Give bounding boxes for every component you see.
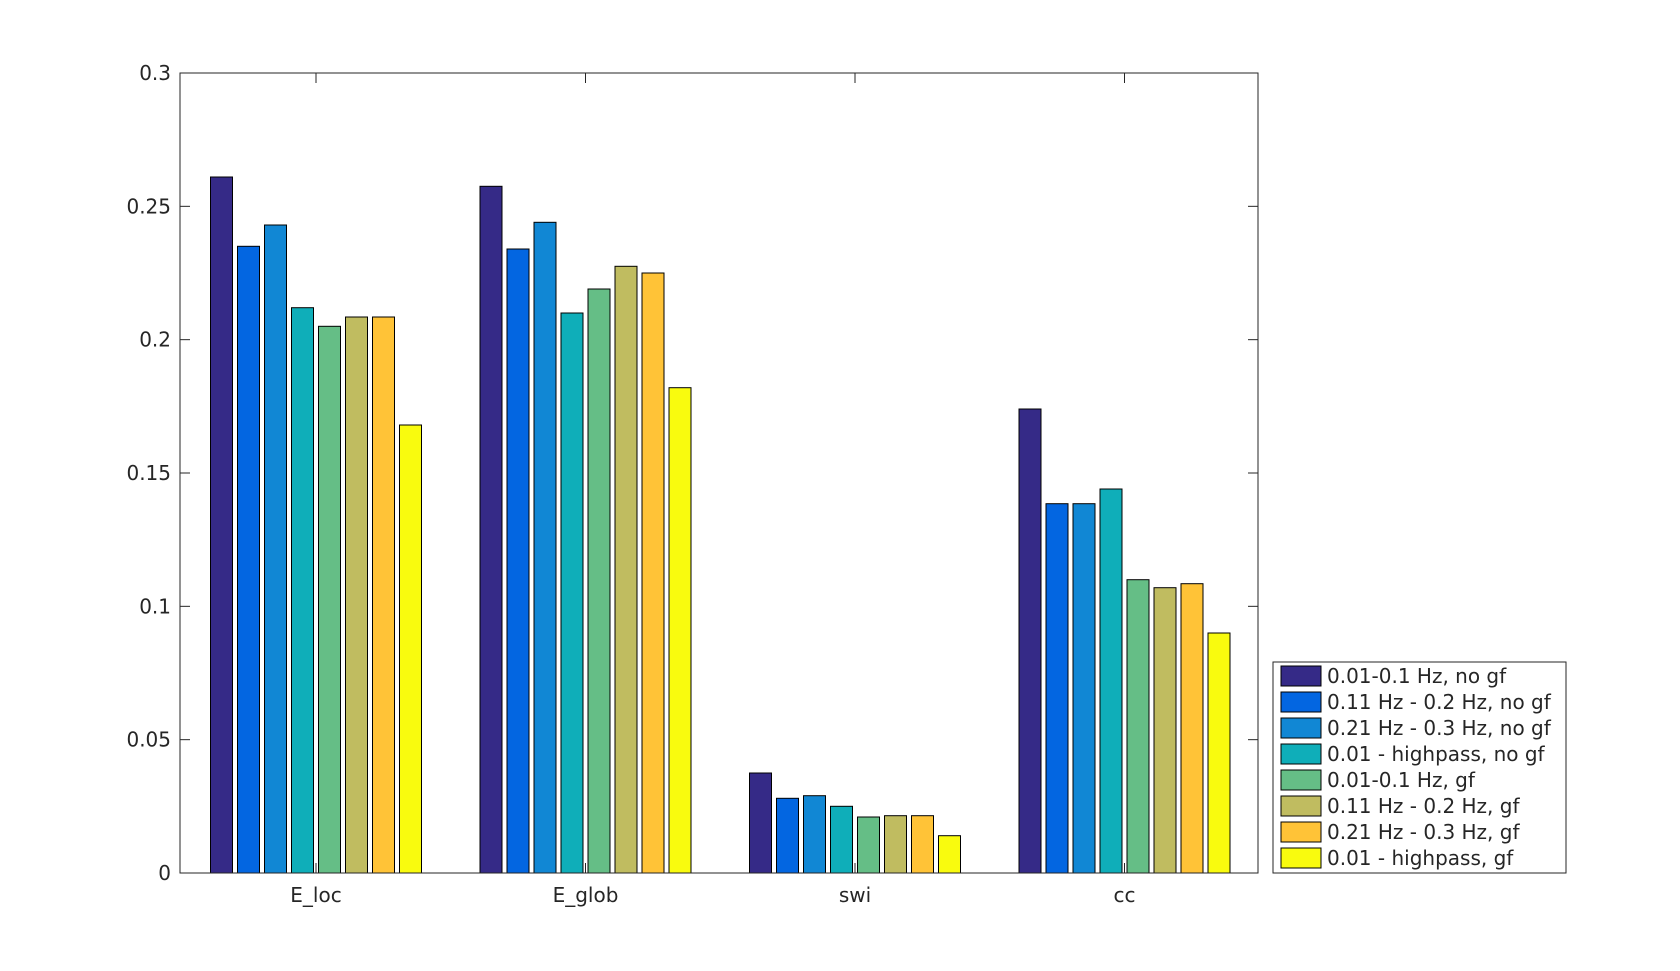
legend-swatch-series-8: [1280, 847, 1322, 869]
y-tick-label: 0.25: [126, 194, 171, 218]
legend-label-series-3: 0.21 Hz - 0.3 Hz, no gf: [1327, 716, 1552, 740]
legend-swatch-series-6: [1280, 795, 1322, 817]
legend: 0.01-0.1 Hz, no gf0.11 Hz - 0.2 Hz, no g…: [1272, 661, 1567, 874]
bar-E_glob-series-1: [479, 185, 503, 874]
bar-E_glob-series-6: [614, 265, 638, 874]
legend-label-series-2: 0.11 Hz - 0.2 Hz, no gf: [1327, 690, 1552, 714]
legend-swatch-series-2: [1280, 691, 1322, 713]
bar-cc-series-2: [1045, 503, 1069, 874]
bar-swi-series-1: [749, 772, 772, 874]
x-tick-label: E_glob: [553, 883, 619, 907]
bar-E_glob-series-7: [641, 272, 665, 874]
bar-E_loc-series-6: [345, 316, 368, 874]
bar-E_loc-series-1: [210, 176, 233, 874]
bar-E_glob-series-8: [668, 387, 692, 874]
bar-swi-series-2: [776, 797, 799, 874]
legend-swatch-series-3: [1280, 717, 1322, 739]
x-tick-label: cc: [1114, 883, 1136, 907]
bar-swi-series-7: [911, 815, 934, 874]
bar-cc-series-4: [1099, 488, 1123, 874]
legend-swatch-series-5: [1280, 769, 1322, 791]
bar-cc-series-6: [1153, 587, 1177, 874]
axes-group: 0 0.05 0.1 0.15 0.2 0.25 0.3 E_loc E_glob swi cc: [126, 61, 1259, 907]
y-tick-label: 0: [158, 861, 171, 885]
bar-cc-series-7: [1180, 583, 1204, 874]
legend-label-series-8: 0.01 - highpass, gf: [1327, 846, 1514, 870]
y-tick-label: 0.1: [139, 594, 171, 618]
bar-cc-series-5: [1126, 579, 1150, 874]
legend-swatch-series-4: [1280, 743, 1322, 765]
bar-E_loc-series-8: [399, 424, 422, 874]
legend-label-series-7: 0.21 Hz - 0.3 Hz, gf: [1327, 820, 1520, 844]
bar-E_glob-series-3: [533, 221, 557, 874]
x-tick-label: E_loc: [290, 883, 341, 907]
bar-cc-series-3: [1072, 503, 1096, 874]
y-tick-label: 0.05: [126, 728, 171, 752]
x-tick-label: swi: [839, 883, 871, 907]
bar-swi-series-6: [884, 815, 907, 874]
legend-box: [1272, 661, 1567, 874]
bar-swi-series-4: [830, 805, 853, 874]
bar-E_loc-series-4: [291, 307, 314, 874]
legend-label-series-6: 0.11 Hz - 0.2 Hz, gf: [1327, 794, 1520, 818]
bar-cc-series-1: [1018, 408, 1042, 874]
y-tick-label: 0.3: [139, 61, 171, 85]
bar-E_loc-series-2: [237, 245, 260, 874]
bar-swi-series-3: [803, 795, 826, 874]
legend-label-series-1: 0.01-0.1 Hz, no gf: [1327, 664, 1507, 688]
legend-swatch-series-1: [1280, 665, 1322, 687]
y-tick-label: 0.2: [139, 328, 171, 352]
bar-swi-series-5: [857, 816, 880, 874]
bar-E_loc-series-3: [264, 224, 287, 874]
y-tick-label: 0.15: [126, 461, 171, 485]
bar-swi-series-8: [938, 835, 961, 874]
legend-swatch-series-7: [1280, 821, 1322, 843]
bar-E_loc-series-5: [318, 325, 341, 874]
bar-cc-series-8: [1207, 632, 1231, 874]
bar-E_loc-series-7: [372, 316, 395, 874]
legend-label-series-5: 0.01-0.1 Hz, gf: [1327, 768, 1476, 792]
bar-E_glob-series-4: [560, 312, 584, 874]
legend-label-series-4: 0.01 - highpass, no gf: [1327, 742, 1546, 766]
bar-E_glob-series-5: [587, 288, 611, 874]
bar-E_glob-series-2: [506, 248, 530, 874]
bars-group: [210, 176, 1231, 874]
